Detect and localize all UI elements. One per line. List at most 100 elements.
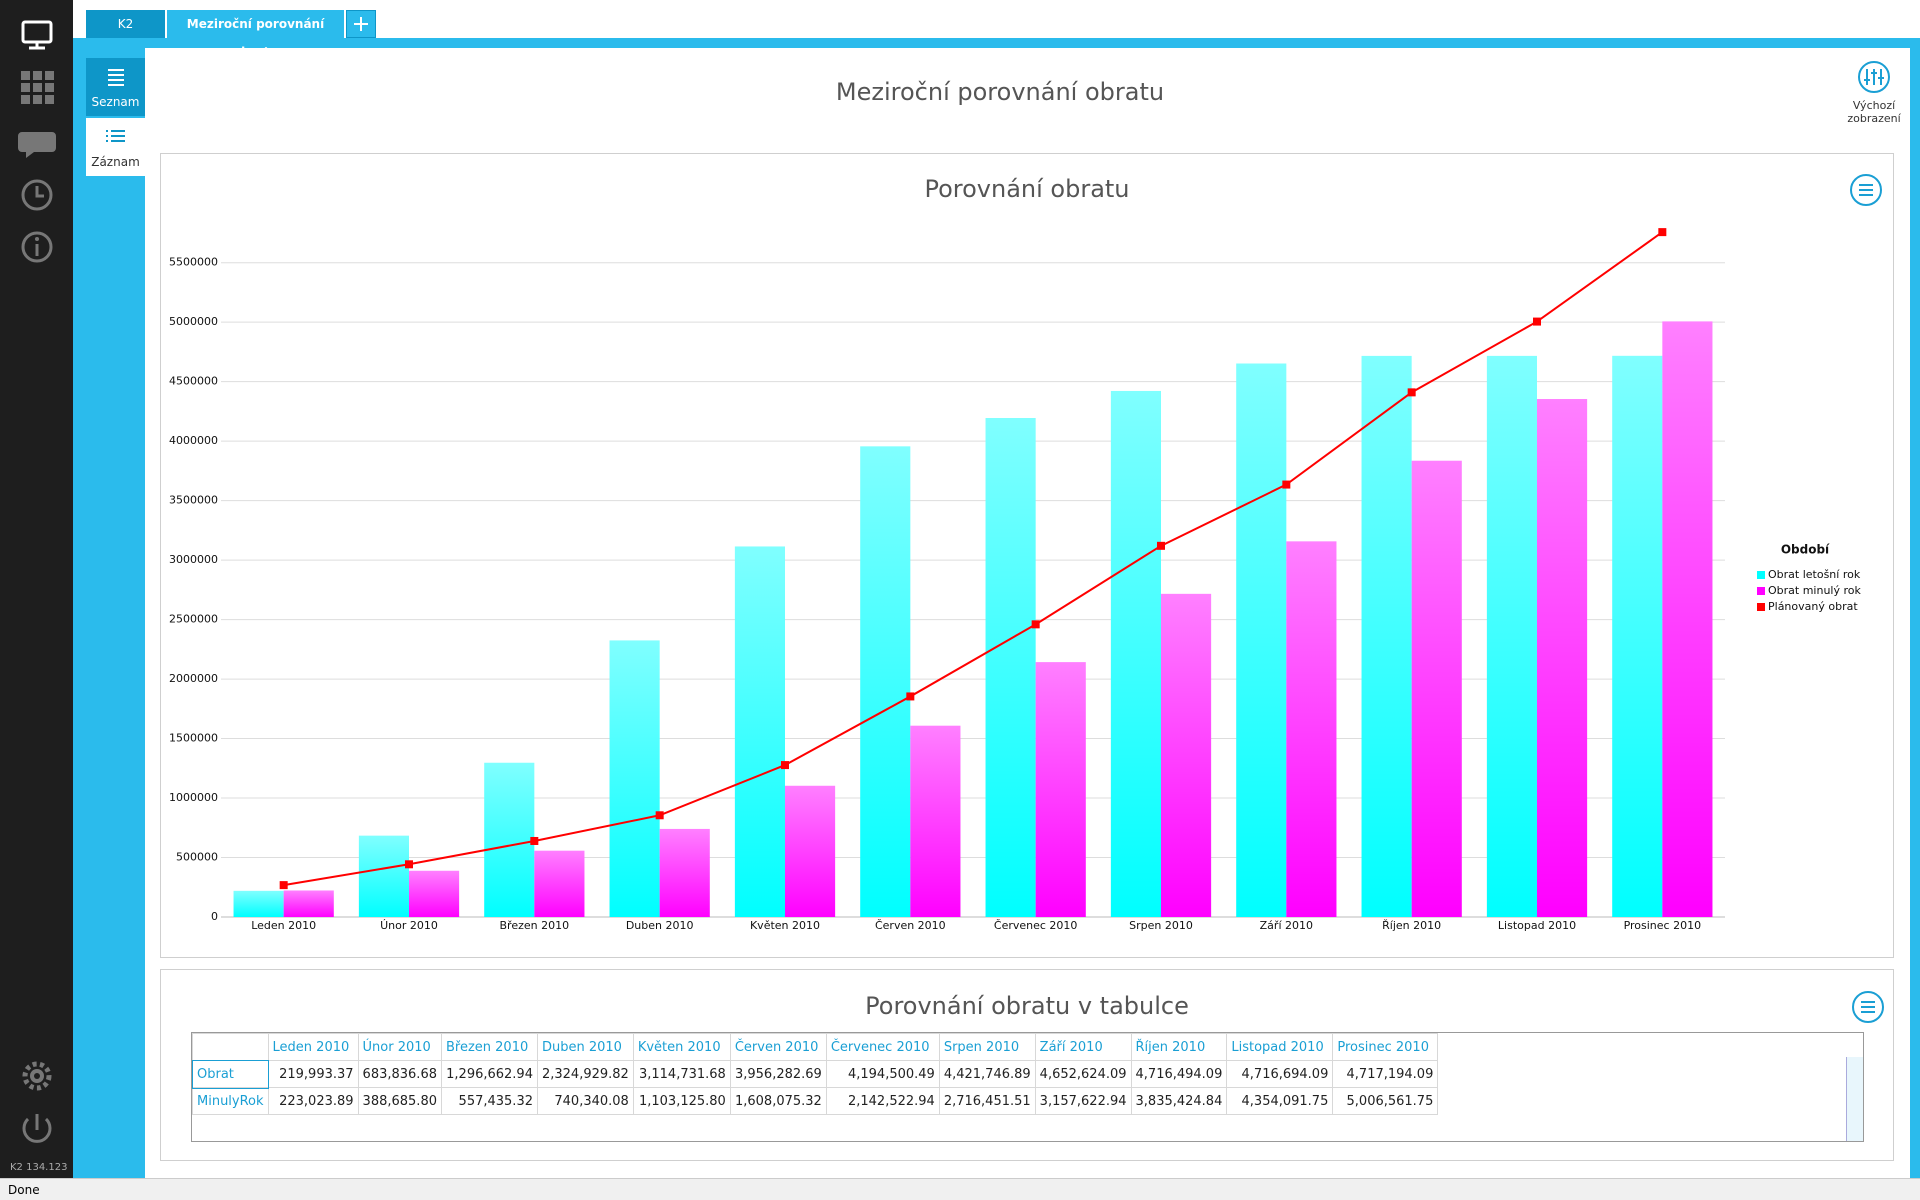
bar (609, 640, 660, 917)
table-cell: 3,157,622.94 (1034, 1087, 1132, 1115)
table-row[interactable]: MinulyRok 223,023.89 388,685.80 557,435.32 7… (192, 1087, 1439, 1115)
bar (283, 890, 334, 917)
x-tick-label: Červen 2010 (875, 919, 946, 932)
line-marker (906, 692, 915, 701)
y-tick-label: 4000000 (169, 434, 218, 447)
line-marker (1157, 541, 1165, 550)
bar (1612, 355, 1663, 918)
table-cell: Listopad 2010 (1226, 1033, 1334, 1061)
table-menu[interactable] (1851, 990, 1885, 1024)
bar (1110, 390, 1161, 917)
table-cell: 2,716,451.51 (938, 1087, 1036, 1115)
table-cell: 1,296,662.94 (440, 1060, 538, 1088)
bar (910, 725, 961, 917)
default-view-button[interactable]: Výchozí zobrazení (1838, 60, 1910, 125)
table-cell: Květen 2010 (632, 1033, 731, 1061)
bar (1537, 399, 1588, 917)
bar (1286, 541, 1337, 917)
status-bar: Done (0, 1178, 1920, 1200)
table-cell: 4,716,494.09 (1130, 1060, 1228, 1088)
bar (1486, 355, 1537, 917)
table-cell: 2,142,522.94 (825, 1087, 940, 1115)
x-tick-label: Srpen 2010 (1129, 919, 1193, 932)
table-cell: Září 2010 (1034, 1033, 1132, 1061)
tab-active[interactable]: Meziroční porovnání obratu (167, 10, 344, 59)
line-marker (1658, 228, 1667, 237)
table-cell: Červen 2010 (729, 1033, 827, 1061)
table-cell: Srpen 2010 (938, 1033, 1036, 1061)
table-cell: 740,340.08 (536, 1087, 634, 1115)
table-cell: 388,685.80 (357, 1087, 442, 1115)
nav-label: Seznam (91, 95, 140, 109)
legend-title: Období (1781, 543, 1830, 557)
chart: Porovnání obratu 0 500000 1000000 1500000 20… (169, 174, 1882, 932)
bar (734, 546, 785, 917)
tab[interactable]: K2 (86, 10, 165, 38)
y-tick-label: 4500000 (169, 375, 218, 388)
tab-strip (73, 0, 1920, 38)
line-marker (279, 881, 288, 890)
bar (1411, 460, 1462, 917)
line-marker (655, 811, 664, 820)
table-cell: 2,324,929.82 (536, 1060, 634, 1088)
chart-title: Porovnání obratu (924, 175, 1129, 203)
y-tick-label: 3000000 (169, 553, 218, 566)
nav-zaznam[interactable]: Záznam (86, 118, 145, 176)
table-row[interactable]: Obrat 219,993.37 683,836.68 1,296,662.94 2,3… (192, 1059, 1439, 1089)
chart-menu[interactable] (1850, 174, 1882, 206)
table-cell: 5,006,561.75 (1332, 1087, 1439, 1115)
x-tick-label: Červenec 2010 (994, 919, 1078, 932)
nav-seznam[interactable]: Seznam (86, 58, 145, 116)
bar (534, 850, 585, 917)
bar (484, 762, 535, 917)
bar (659, 828, 710, 917)
table-cell: Březen 2010 (440, 1033, 538, 1061)
table-cell: 223,023.89 (267, 1087, 359, 1115)
scrollbar[interactable] (1846, 1057, 1863, 1141)
line (283, 231, 1663, 887)
sidebar-icons (18, 20, 56, 1143)
add-tab-button[interactable] (346, 10, 376, 38)
bar (860, 446, 911, 917)
x-tick-label: Březen 2010 (500, 919, 570, 932)
y-tick-label: 5000000 (169, 315, 218, 328)
legend-label: Plánovaný obrat (1768, 600, 1858, 613)
x-tick-label: Únor 2010 (380, 919, 438, 932)
table-cell: 1,103,125.80 (632, 1087, 731, 1115)
line-marker (1533, 317, 1541, 326)
plus-icon (354, 17, 368, 31)
bar (1161, 593, 1212, 917)
page-title: Meziroční porovnání obratu (835, 78, 1165, 106)
x-tick-label: Prosinec 2010 (1624, 919, 1702, 932)
y-tick-label: 1000000 (169, 791, 218, 804)
legend-swatch (1757, 603, 1765, 611)
legend-label: Obrat letošní rok (1768, 568, 1861, 581)
list-icon (106, 130, 125, 142)
y-tick-label: 500000 (176, 851, 218, 864)
line-marker (530, 836, 539, 845)
table-cell: 1,608,075.32 (729, 1087, 827, 1115)
y-tick-label: 2000000 (169, 672, 218, 685)
settings-icon (1858, 61, 1890, 93)
table-cell: Leden 2010 (267, 1033, 359, 1061)
line-marker (1031, 620, 1040, 629)
table-panel: Porovnání obratu v tabulce Leden 2010 Úno… (160, 969, 1894, 1161)
table-title: Porovnání obratu v tabulce (865, 992, 1189, 1020)
button-label: Výchozí zobrazení (1847, 99, 1901, 125)
table-cell: 683,836.68 (357, 1060, 442, 1088)
bar (785, 785, 836, 917)
line-marker (405, 860, 413, 869)
line-marker (781, 761, 789, 770)
table-cell: MinulyRok (192, 1087, 269, 1115)
line-marker (1282, 480, 1291, 489)
bar (985, 417, 1036, 917)
version: K2 134.123 (10, 1162, 68, 1173)
x-tick-label: Říjen 2010 (1382, 919, 1441, 932)
y-tick-label: 5500000 (169, 256, 218, 269)
table-cell: Obrat (192, 1059, 270, 1089)
nav-label: Záznam (91, 155, 140, 169)
table-cell: 3,956,282.69 (729, 1060, 827, 1088)
y-tick-label: 2500000 (169, 613, 218, 626)
table-cell: 4,716,694.09 (1226, 1060, 1334, 1088)
table-cell: 219,993.37 (267, 1060, 359, 1088)
